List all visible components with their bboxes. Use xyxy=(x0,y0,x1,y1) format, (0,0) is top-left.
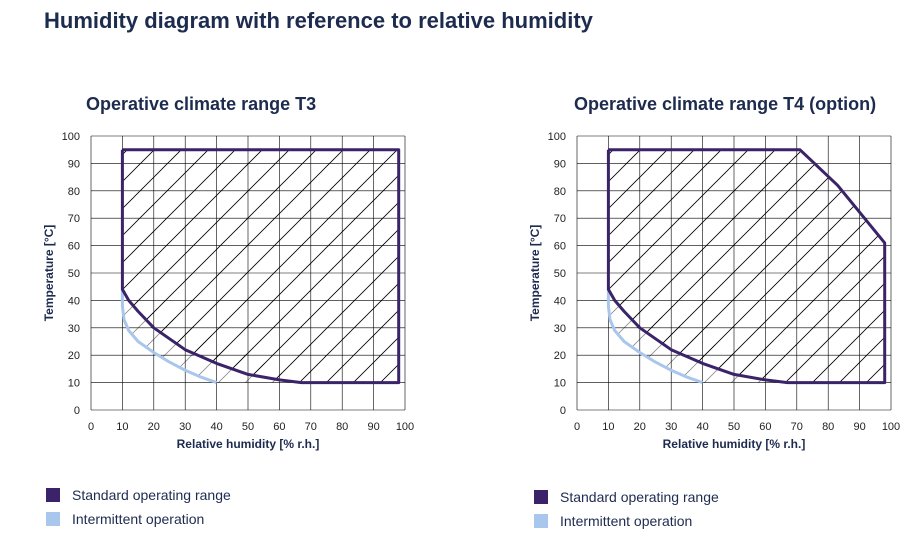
x-tick-label: 70 xyxy=(305,421,317,433)
standard-range-hatch xyxy=(122,149,399,383)
x-tick-label: 60 xyxy=(273,421,285,433)
standard-operating-range-line xyxy=(606,148,887,385)
legend-label: Standard operating range xyxy=(560,489,719,505)
y-tick-label: 0 xyxy=(74,405,80,417)
x-tick-label: 20 xyxy=(148,421,160,433)
y-tick-label: 0 xyxy=(560,405,566,417)
chart-plot-t4: 0 10 20 30 40 50 60 70 80 90 100 0 10 20 30 40 50 60 70 80 9… xyxy=(528,131,900,451)
legend-swatch-standard xyxy=(534,490,548,504)
chart-title: Operative climate range T4 (option) xyxy=(574,94,877,114)
legend-label: Intermittent operation xyxy=(560,513,693,529)
x-tick-label: 50 xyxy=(728,421,740,433)
legend-label: Intermittent operation xyxy=(72,511,205,527)
x-tick-label: 10 xyxy=(602,421,614,433)
legend-item-intermittent: Intermittent operation xyxy=(46,510,204,528)
legend-swatch-intermittent xyxy=(534,514,548,528)
x-tick-label: 80 xyxy=(822,421,834,433)
y-tick-label: 40 xyxy=(554,295,566,307)
standard-range-hatch xyxy=(608,149,885,383)
y-tick-label: 20 xyxy=(68,350,80,362)
y-tick-label: 100 xyxy=(62,131,80,143)
y-tick-label: 80 xyxy=(554,186,566,198)
chart-title: Operative climate range T3 xyxy=(86,94,317,114)
y-tick-label: 30 xyxy=(68,323,80,335)
x-tick-label: 60 xyxy=(759,421,771,433)
x-tick-label: 100 xyxy=(396,421,414,433)
y-tick-label: 70 xyxy=(68,213,80,225)
legend-item-standard: Standard operating range xyxy=(534,488,719,506)
x-tick-label: 30 xyxy=(665,421,677,433)
x-tick-label: 80 xyxy=(336,421,348,433)
x-tick-label: 10 xyxy=(116,421,128,433)
x-tick-label: 90 xyxy=(367,421,379,433)
legend-item-intermittent: Intermittent operation xyxy=(534,512,692,530)
x-tick-label: 90 xyxy=(853,421,865,433)
chart-plot-t3: 0 10 20 30 40 50 60 70 80 90 100 0 10 20 30 40 50 60 70 80 9… xyxy=(42,131,414,451)
y-tick-label: 90 xyxy=(554,158,566,170)
x-tick-label: 20 xyxy=(634,421,646,433)
y-tick-label: 10 xyxy=(68,378,80,390)
y-tick-label: 70 xyxy=(554,213,566,225)
y-tick-label: 50 xyxy=(68,268,80,280)
x-tick-label: 0 xyxy=(88,421,94,433)
x-tick-label: 0 xyxy=(574,421,580,433)
intermittent-operation-line xyxy=(120,289,218,385)
y-tick-label: 40 xyxy=(68,295,80,307)
y-tick-label: 30 xyxy=(554,323,566,335)
x-tick-label: 40 xyxy=(210,421,222,433)
y-tick-label: 60 xyxy=(554,241,566,253)
standard-operating-range-line xyxy=(120,148,401,385)
page-title: Humidity diagram with reference to relat… xyxy=(44,8,593,33)
y-tick-label: 60 xyxy=(68,241,80,253)
x-tick-label: 70 xyxy=(791,421,803,433)
x-tick-label: 50 xyxy=(242,421,254,433)
y-tick-label: 10 xyxy=(554,378,566,390)
x-axis-label: Relative humidity [% r.h.] xyxy=(177,437,320,451)
chart-panel-t3: Operative climate range T3 0 10 20 30 40 50 60… xyxy=(0,88,420,538)
x-axis-label: Relative humidity [% r.h.] xyxy=(663,437,806,451)
y-axis-label: Temperature [°C] xyxy=(42,225,56,322)
x-tick-label: 40 xyxy=(696,421,708,433)
y-tick-label: 50 xyxy=(554,268,566,280)
legend-label: Standard operating range xyxy=(72,487,231,503)
legend-item-standard: Standard operating range xyxy=(46,486,231,504)
y-tick-label: 100 xyxy=(548,131,566,143)
x-tick-label: 100 xyxy=(882,421,900,433)
x-tick-label: 30 xyxy=(179,421,191,433)
y-axis-label: Temperature [°C] xyxy=(528,225,542,322)
chart-panel-t4: Operative climate range T4 (option) 0 10 2… xyxy=(486,88,900,538)
legend-swatch-intermittent xyxy=(46,512,60,526)
y-tick-label: 90 xyxy=(68,158,80,170)
y-tick-label: 80 xyxy=(68,186,80,198)
legend-swatch-standard xyxy=(46,488,60,502)
intermittent-operation-line xyxy=(606,289,704,385)
y-tick-label: 20 xyxy=(554,350,566,362)
